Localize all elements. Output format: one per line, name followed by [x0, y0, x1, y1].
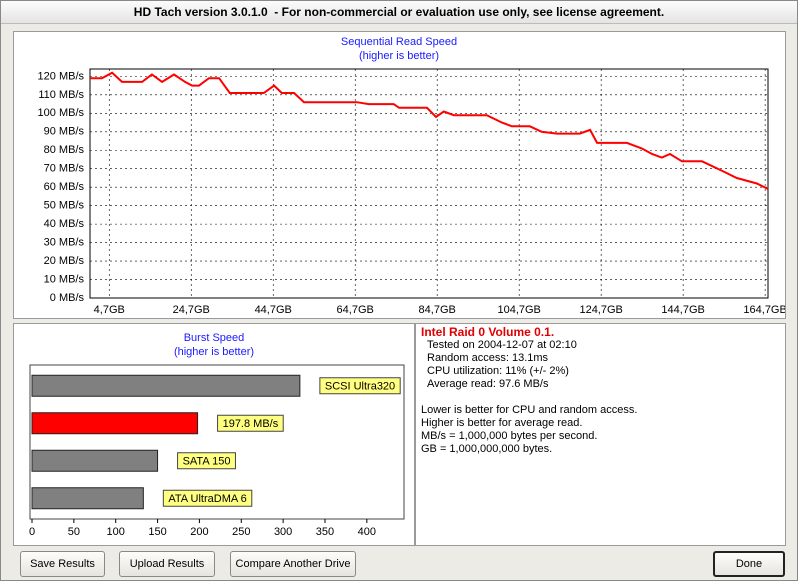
x-tick-label: 400 — [358, 526, 376, 538]
y-tick-label: 10 MB/s — [44, 273, 85, 285]
chart-title: Sequential Read Speed — [341, 36, 457, 48]
x-tick-label: 100 — [107, 526, 125, 538]
x-tick-label: 250 — [232, 526, 250, 538]
done-button[interactable]: Done — [713, 551, 785, 577]
upload-button[interactable]: Upload Results — [119, 551, 215, 577]
label-box — [162, 489, 253, 507]
test-results: Tested on 2004-12-07 at 02:10 Random acce… — [421, 339, 785, 391]
result-line: CPU utilization: 11% (+/- 2%) — [427, 365, 569, 377]
y-tick-label: 100 MB/s — [38, 107, 85, 119]
x-tick-label: 84,7GB — [419, 304, 456, 316]
drive-name: Intel Raid 0 Volume 0.1. — [421, 325, 555, 339]
x-tick-label: 300 — [274, 526, 292, 538]
result-line: Random access: 13.1ms — [427, 352, 549, 364]
note-line: Lower is better for CPU and random acces… — [421, 404, 638, 416]
x-tick-label: 124,7GB — [579, 304, 622, 316]
chart-subtitle: (higher is better) — [174, 346, 254, 358]
x-tick-label: 64,7GB — [337, 304, 374, 316]
y-tick-label: 60 MB/s — [44, 181, 85, 193]
burst-panel: Burst Speed (higher is better) 0 50 100 150… — [13, 323, 415, 546]
x-tick-label: 150 — [148, 526, 166, 538]
result-line: Average read: 97.6 MB/s — [427, 378, 549, 390]
save-button[interactable]: Save Results — [20, 551, 105, 577]
chart-subtitle: (higher is better) — [359, 50, 439, 62]
read-chart: Sequential Read Speed (higher is better)… — [38, 36, 787, 316]
x-tick-label: 350 — [316, 526, 334, 538]
y-tick-label: 80 MB/s — [44, 144, 85, 156]
bar-label: SATA 150 — [183, 456, 231, 468]
y-tick-label: 0 MB/s — [50, 292, 85, 304]
burst-chart: Burst Speed (higher is better) 0 50 100 150… — [29, 332, 405, 538]
x-tick-label: 24,7GB — [173, 304, 210, 316]
y-tick-label: 110 MB/s — [38, 89, 84, 101]
y-tick-label: 50 MB/s — [44, 200, 85, 212]
x-tick-label: 104,7GB — [497, 304, 540, 316]
notes: Lower is better for CPU and random acces… — [421, 404, 785, 456]
window-title: HD Tach version 3.0.1.0 - For non-commer… — [1, 1, 797, 24]
y-tick-label: 30 MB/s — [44, 237, 85, 249]
x-tick-label: 50 — [68, 526, 80, 538]
bar — [31, 487, 144, 510]
label-box — [177, 452, 236, 470]
compare-button[interactable]: Compare Another Drive — [230, 551, 356, 577]
note-line: MB/s = 1,000,000 bytes per second. — [421, 430, 598, 442]
label-box — [217, 414, 284, 432]
y-tick-label: 70 MB/s — [44, 163, 85, 175]
result-line: Tested on 2004-12-07 at 02:10 — [427, 339, 577, 351]
x-tick-label: 144,7GB — [661, 304, 704, 316]
read-line — [90, 71, 769, 190]
note-line: GB = 1,000,000,000 bytes. — [421, 443, 553, 455]
y-tick-label: 90 MB/s — [44, 126, 85, 138]
bar — [31, 412, 199, 435]
y-tick-label: 40 MB/s — [44, 218, 85, 230]
bar — [31, 449, 159, 472]
chart-title: Burst Speed — [184, 332, 245, 344]
y-tick-label: 120 MB/s — [38, 70, 85, 82]
bar — [31, 374, 301, 397]
y-tick-label: 20 MB/s — [44, 255, 85, 267]
x-tick-label: 4,7GB — [94, 304, 125, 316]
note-line: Higher is better for average read. — [421, 417, 583, 429]
x-tick-label: 200 — [190, 526, 208, 538]
info-panel: Intel Raid 0 Volume 0.1. Tested on 2004-… — [415, 323, 786, 546]
x-tick-label: 44,7GB — [255, 304, 292, 316]
label-box — [319, 377, 401, 395]
read-panel: Sequential Read Speed (higher is better)… — [13, 31, 787, 319]
x-tick-label: 164,7GB — [743, 304, 785, 316]
bar-label: 197.8 MB/s — [223, 418, 279, 430]
bar-label: SCSI Ultra320 — [325, 381, 395, 393]
plot-frame — [89, 68, 769, 299]
bar-label: ATA UltraDMA 6 — [168, 493, 246, 505]
x-tick-label: 0 — [29, 526, 35, 538]
